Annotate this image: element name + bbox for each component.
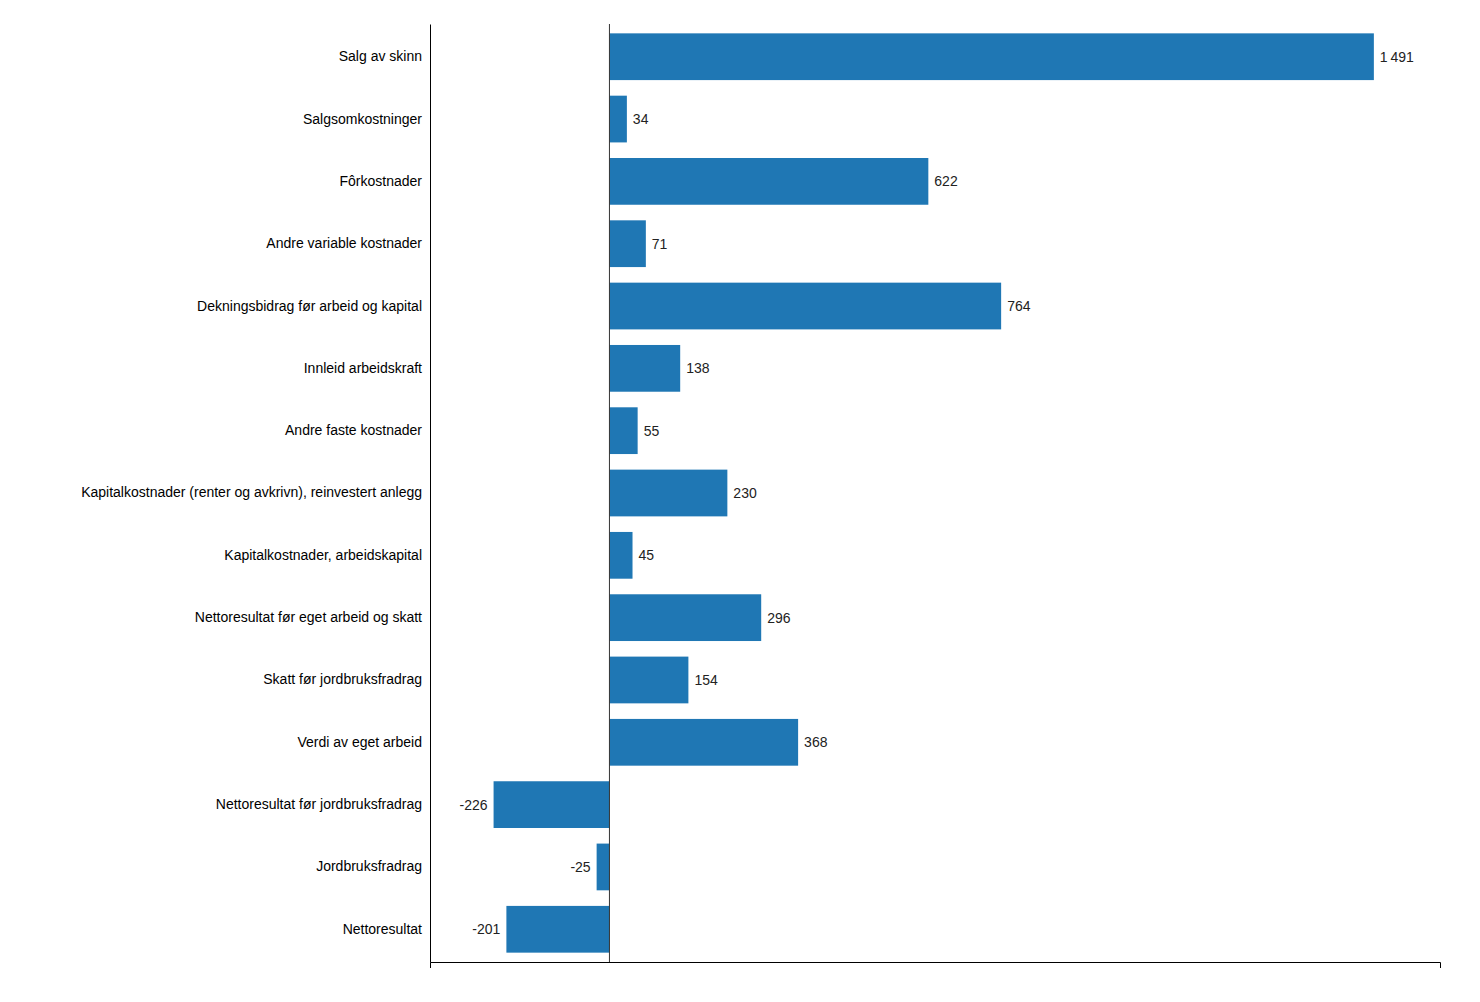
data-label: -201 xyxy=(472,921,500,937)
data-label: 138 xyxy=(686,360,710,376)
x-axis xyxy=(431,963,1441,969)
y-tick: Fôrkostnader xyxy=(340,173,423,189)
y-tick: Verdi av eget arbeid xyxy=(297,734,422,750)
x-axis-line xyxy=(431,963,1441,969)
data-label: 368 xyxy=(804,734,828,750)
bar xyxy=(609,657,688,704)
data-label: 296 xyxy=(767,610,791,626)
data-label: 154 xyxy=(694,672,718,688)
y-tick-label: Nettoresultat før jordbruksfradrag xyxy=(216,796,422,812)
y-tick: Nettoresultat før eget arbeid og skatt xyxy=(195,609,422,625)
data-label: 622 xyxy=(934,173,958,189)
bar xyxy=(609,283,1001,330)
chart-container: Salg av skinn Salgsomkostninger Fôrkostnad… xyxy=(0,0,1480,1002)
data-label: 764 xyxy=(1007,298,1031,314)
y-tick-label: Nettoresultat før eget arbeid og skatt xyxy=(195,609,422,625)
y-tick: Andre faste kostnader xyxy=(285,422,422,438)
y-tick: Salgsomkostninger xyxy=(303,111,422,127)
bar xyxy=(609,719,798,766)
y-tick-label: Fôrkostnader xyxy=(340,173,423,189)
y-tick: Skatt før jordbruksfradrag xyxy=(263,671,422,687)
y-tick-label: Salgsomkostninger xyxy=(303,111,422,127)
y-tick: Andre variable kostnader xyxy=(266,235,422,251)
bar xyxy=(494,781,610,828)
bar xyxy=(609,532,632,579)
bar xyxy=(609,158,928,205)
y-tick-label: Jordbruksfradrag xyxy=(316,858,422,874)
y-tick: Jordbruksfradrag xyxy=(316,858,422,874)
bar xyxy=(609,470,727,517)
y-tick-label: Innleid arbeidskraft xyxy=(304,360,422,376)
data-label: 1 491 xyxy=(1380,49,1414,65)
y-tick-label: Andre faste kostnader xyxy=(285,422,422,438)
bar xyxy=(609,96,626,143)
y-tick: Nettoresultat xyxy=(343,921,422,937)
zero-line xyxy=(609,24,610,962)
data-label: 55 xyxy=(644,423,660,439)
bar xyxy=(609,407,637,454)
y-axis-line xyxy=(430,25,431,963)
y-tick-label: Andre variable kostnader xyxy=(266,235,422,251)
data-labels: 1 491 34 622 71 764 138 55 230 45 296 154 368 -226 -2… xyxy=(460,49,1414,938)
bar xyxy=(609,33,1373,80)
plot-area: Salg av skinn Salgsomkostninger Fôrkostnad… xyxy=(81,24,1440,968)
bar xyxy=(506,906,609,953)
y-tick: Dekningsbidrag før arbeid og kapital xyxy=(197,298,422,314)
chart-svg: Salg av skinn Salgsomkostninger Fôrkostnad… xyxy=(0,0,1480,1002)
data-label: 34 xyxy=(633,111,649,127)
y-tick: Nettoresultat før jordbruksfradrag xyxy=(216,796,422,812)
data-label: 230 xyxy=(733,485,757,501)
bar xyxy=(609,345,680,392)
data-label: -25 xyxy=(570,859,590,875)
y-tick: Innleid arbeidskraft xyxy=(304,360,422,376)
data-label: 45 xyxy=(639,547,655,563)
y-tick-label: Verdi av eget arbeid xyxy=(297,734,422,750)
y-axis: Salg av skinn Salgsomkostninger Fôrkostnad… xyxy=(81,25,430,963)
bars xyxy=(494,33,1374,952)
y-tick-label: Nettoresultat xyxy=(343,921,422,937)
bar xyxy=(609,220,645,267)
y-tick: Salg av skinn xyxy=(339,48,422,64)
y-tick: Kapitalkostnader, arbeidskapital xyxy=(224,547,422,563)
y-tick-label: Skatt før jordbruksfradrag xyxy=(263,671,422,687)
data-label: 71 xyxy=(652,236,668,252)
y-tick-label: Kapitalkostnader (renter og avkrivn), re… xyxy=(81,484,422,500)
data-label: -226 xyxy=(460,797,488,813)
bar xyxy=(609,594,761,641)
y-tick-label: Salg av skinn xyxy=(339,48,422,64)
bar xyxy=(597,844,610,891)
y-tick-label: Dekningsbidrag før arbeid og kapital xyxy=(197,298,422,314)
y-tick: Kapitalkostnader (renter og avkrivn), re… xyxy=(81,484,422,500)
y-tick-label: Kapitalkostnader, arbeidskapital xyxy=(224,547,422,563)
